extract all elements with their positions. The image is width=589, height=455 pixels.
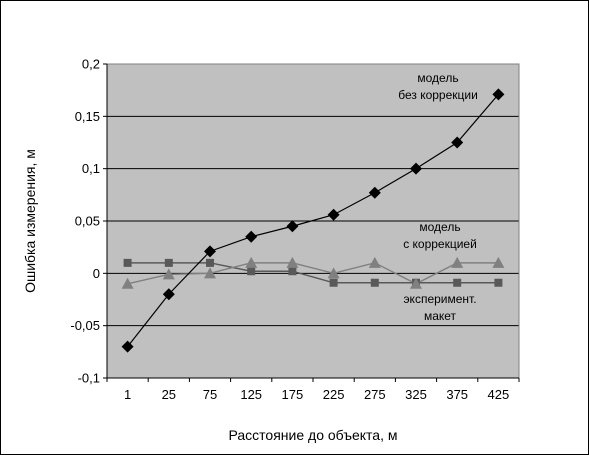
point-experiment bbox=[164, 258, 173, 267]
x-tick-label: 275 bbox=[364, 387, 386, 402]
annotation-ann-no_corr: без коррекции bbox=[398, 88, 478, 102]
series-line-no_correction bbox=[127, 93, 499, 347]
x-tick-label: 375 bbox=[446, 387, 468, 402]
y-tick-label: 0,1 bbox=[82, 161, 100, 176]
point-experiment bbox=[123, 258, 132, 267]
point-with_correction bbox=[121, 277, 134, 289]
annotation-ann-exp: макет bbox=[424, 309, 457, 323]
x-tick-label: 175 bbox=[282, 387, 304, 402]
y-axis-label: Ошибка измерения, м bbox=[22, 149, 38, 293]
series-line-with_correction bbox=[127, 262, 499, 285]
x-tick-label: 1 bbox=[124, 387, 131, 402]
point-experiment bbox=[494, 278, 503, 287]
annotation-ann-exp: эксперимент. bbox=[403, 292, 476, 306]
point-no_correction bbox=[410, 162, 422, 175]
annotations: модель без коррекции модель с коррекцией экс… bbox=[398, 71, 478, 323]
point-no_correction bbox=[162, 288, 175, 301]
y-tick-label: 0,15 bbox=[75, 109, 100, 124]
point-with_correction bbox=[492, 256, 505, 268]
y-tick-label: -0,05 bbox=[70, 318, 100, 333]
annotation-ann-corr: с коррекцией bbox=[403, 237, 477, 251]
x-tick-label: 425 bbox=[488, 387, 510, 402]
y-tick-label: -0,1 bbox=[78, 371, 100, 386]
y-tick-label: 0,05 bbox=[75, 214, 100, 229]
point-no_correction bbox=[368, 186, 381, 199]
point-experiment bbox=[329, 278, 338, 287]
point-no_correction bbox=[492, 88, 505, 101]
point-no_correction bbox=[286, 220, 299, 233]
y-axis-ticks: -0,1 -0,05 0 0,05 0,1 0,15 0,2 bbox=[70, 57, 107, 386]
y-tick-label: 0,2 bbox=[82, 57, 100, 72]
point-with_correction bbox=[162, 268, 175, 280]
point-with_correction bbox=[451, 256, 464, 268]
x-tick-label: 25 bbox=[162, 387, 176, 402]
series-group bbox=[121, 88, 505, 353]
x-tick-label: 75 bbox=[203, 387, 217, 402]
point-with_correction bbox=[368, 256, 381, 268]
series-line-experiment bbox=[127, 262, 499, 284]
annotation-ann-corr: модель bbox=[419, 220, 460, 234]
point-with_correction bbox=[410, 277, 422, 289]
x-tick-label: 325 bbox=[405, 387, 427, 402]
point-experiment bbox=[370, 278, 379, 287]
y-tick-label: 0 bbox=[93, 266, 100, 281]
point-with_correction bbox=[245, 256, 258, 268]
point-no_correction bbox=[451, 136, 464, 149]
point-no_correction bbox=[245, 230, 258, 243]
x-axis-ticks: 1 25 75 125 175 225 275 325 375 425 bbox=[106, 378, 520, 402]
point-with_correction bbox=[327, 267, 340, 279]
point-experiment bbox=[247, 267, 256, 276]
x-tick-label: 225 bbox=[323, 387, 345, 402]
annotation-ann-no_corr: модель bbox=[417, 71, 458, 85]
point-with_correction bbox=[204, 267, 216, 279]
x-tick-label: 125 bbox=[240, 387, 262, 402]
point-no_correction bbox=[204, 245, 216, 258]
point-no_correction bbox=[327, 208, 340, 221]
point-experiment bbox=[206, 258, 214, 267]
point-no_correction bbox=[121, 340, 134, 353]
point-with_correction bbox=[286, 256, 299, 268]
point-experiment bbox=[288, 267, 297, 276]
x-axis-label: Расстояние до объекта, м bbox=[229, 427, 398, 443]
point-experiment bbox=[453, 278, 462, 287]
